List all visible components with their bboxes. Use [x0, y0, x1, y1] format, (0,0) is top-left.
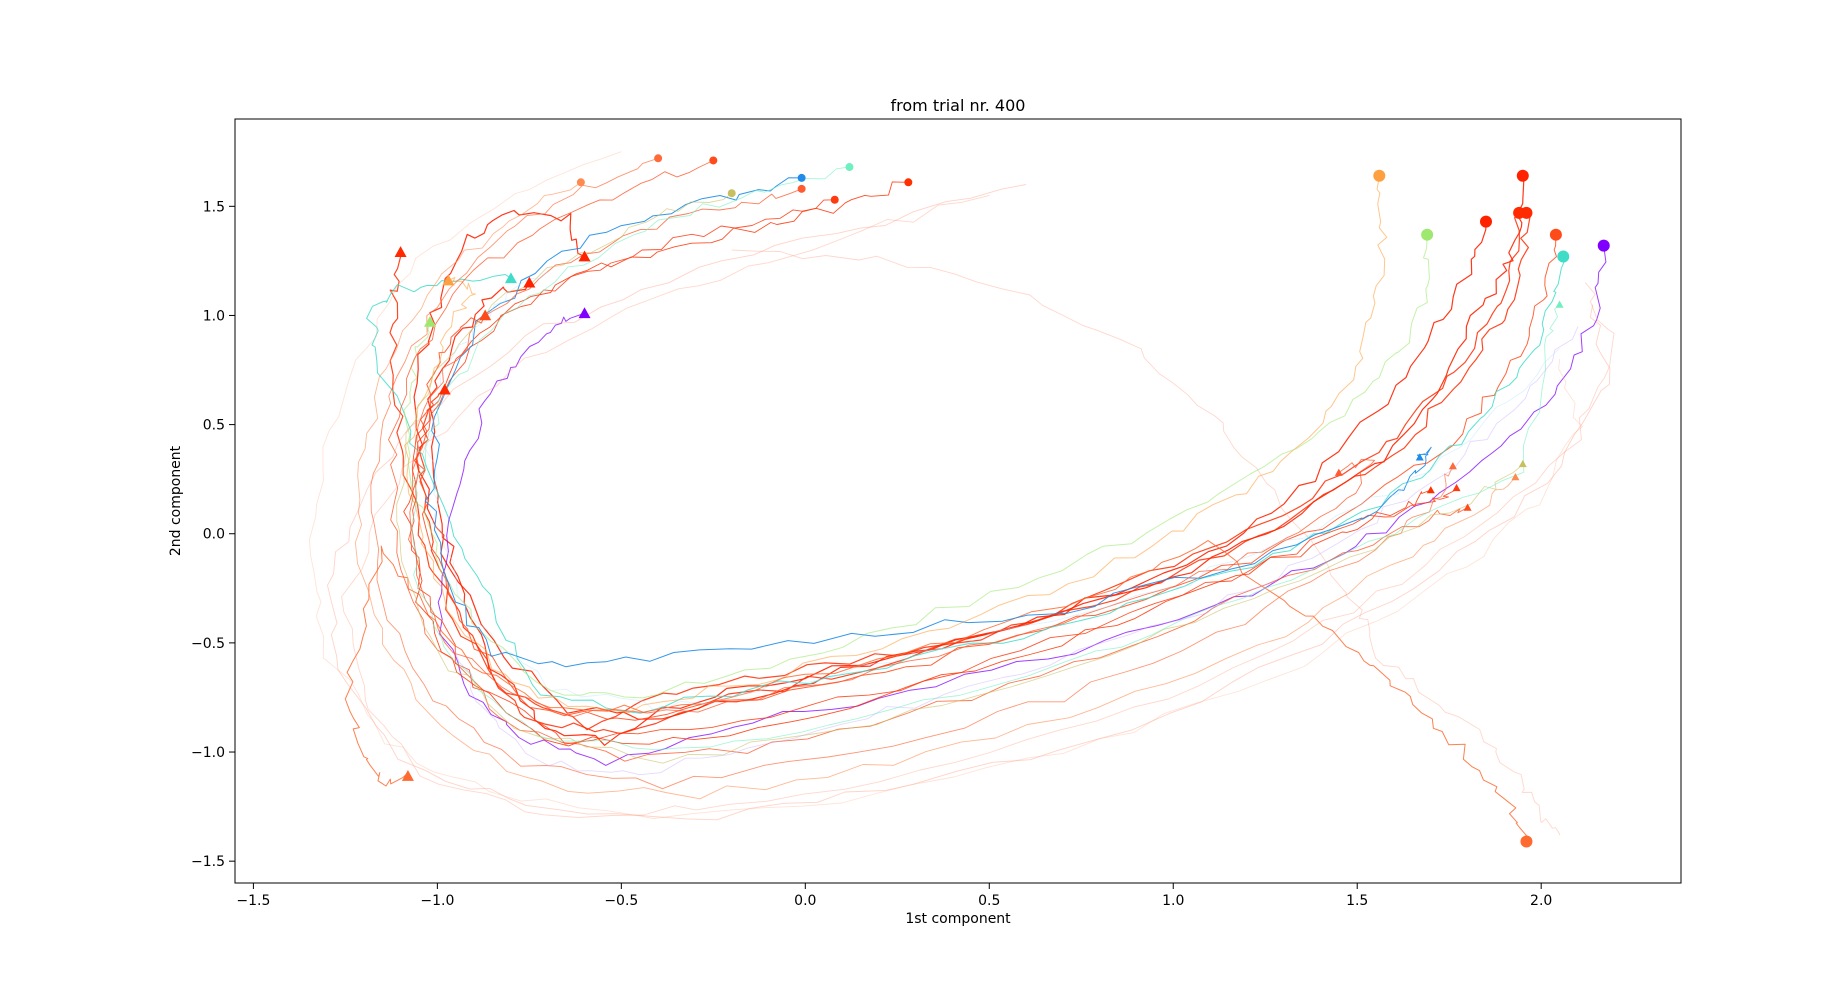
marker-layer — [394, 154, 1610, 848]
trajectory-line-6 — [437, 245, 1607, 766]
start-marker-1 — [1479, 215, 1492, 228]
start-marker-12 — [797, 173, 806, 182]
end-marker-14 — [1463, 503, 1472, 511]
trajectory-line-15 — [370, 157, 1454, 790]
x-tick-label: −1.0 — [420, 893, 454, 909]
y-tick-label: 1.0 — [203, 308, 225, 324]
end-marker-5 — [504, 272, 517, 284]
trajectory-line-5 — [366, 256, 1565, 714]
start-marker-8 — [1421, 228, 1434, 241]
x-tick-label: 1.0 — [1162, 893, 1184, 909]
end-marker-17 — [1518, 459, 1527, 468]
start-marker-3 — [1520, 206, 1533, 219]
end-marker-3 — [394, 246, 407, 257]
end-marker-13 — [1334, 468, 1343, 476]
start-marker-4 — [1549, 228, 1562, 241]
trajectory-line-3 — [389, 212, 1531, 731]
end-marker-18 — [1555, 300, 1564, 308]
y-tick-label: −0.5 — [191, 636, 225, 652]
trajectory-line-18 — [411, 166, 1560, 751]
chart-title: from trial nr. 400 — [891, 96, 1026, 115]
end-marker-15 — [1448, 462, 1457, 470]
x-tick-label: −0.5 — [604, 893, 638, 909]
x-tick-label: 2.0 — [1530, 893, 1552, 909]
trajectory-line-12 — [424, 177, 1432, 668]
trajectory-line-14 — [388, 160, 1468, 762]
trajectory-line-1 — [413, 209, 1487, 720]
y-tick-label: 0.5 — [203, 418, 225, 434]
x-axis: −1.5 −1.0 −0.5 0.0 0.5 1.0 1.5 2.0 — [236, 883, 1552, 909]
x-tick-label: 0.5 — [978, 893, 1000, 909]
end-marker-12 — [1415, 453, 1424, 461]
y-axis: −1.5 −1.0 −0.5 0.0 0.5 1.0 1.5 — [191, 199, 235, 870]
end-marker-4 — [479, 309, 492, 321]
x-axis-label: 1st component — [905, 911, 1011, 927]
start-marker-14 — [709, 156, 718, 165]
trajectory-line-20 — [327, 184, 1611, 821]
trajectory-line-19 — [341, 194, 1615, 818]
end-marker-1 — [578, 250, 591, 262]
x-tick-label: 1.5 — [1346, 893, 1368, 909]
trajectory-line-7 — [404, 175, 1388, 714]
y-tick-label: −1.5 — [191, 854, 225, 870]
y-tick-label: 1.5 — [203, 199, 225, 215]
end-marker-8 — [424, 316, 437, 327]
trajectory-line-21 — [308, 151, 1583, 819]
end-marker-7 — [442, 274, 455, 286]
trajectory-line-9 — [344, 540, 1529, 842]
trajectory-line-8 — [403, 234, 1430, 699]
series-layer — [308, 151, 1615, 842]
x-tick-label: −1.5 — [236, 893, 270, 909]
start-marker-13 — [797, 184, 806, 193]
plot-frame — [234, 118, 1682, 884]
start-marker-11 — [830, 195, 839, 204]
start-marker-17 — [727, 189, 736, 198]
end-marker-0 — [523, 276, 536, 288]
x-tick-label: 0.0 — [794, 893, 816, 909]
y-tick-label: 0.0 — [203, 527, 225, 543]
start-marker-7 — [1373, 169, 1386, 182]
end-marker-2 — [438, 383, 451, 395]
start-marker-9 — [1520, 835, 1533, 848]
start-marker-0 — [1516, 169, 1529, 182]
end-marker-9 — [401, 770, 414, 781]
y-axis-label: 2nd component — [168, 445, 184, 556]
end-marker-6 — [578, 307, 591, 319]
start-marker-16 — [576, 178, 585, 187]
end-marker-16 — [1511, 472, 1520, 481]
y-tick-label: −1.0 — [191, 745, 225, 761]
start-marker-5 — [1557, 250, 1570, 263]
start-marker-10 — [904, 178, 913, 187]
start-marker-15 — [654, 154, 663, 163]
end-marker-10 — [1426, 486, 1435, 494]
end-marker-11 — [1452, 483, 1461, 492]
trajectory-line-16 — [354, 181, 1516, 800]
trajectory-line-22 — [731, 249, 1561, 836]
trajectory-line-23 — [455, 326, 1579, 776]
start-marker-6 — [1597, 239, 1610, 252]
trajectory-line-24 — [424, 271, 1560, 714]
trajectory-line-0 — [427, 175, 1525, 746]
start-marker-18 — [845, 163, 854, 172]
trajectory-line-10 — [403, 181, 1431, 747]
trajectory-line-11 — [410, 199, 1457, 745]
